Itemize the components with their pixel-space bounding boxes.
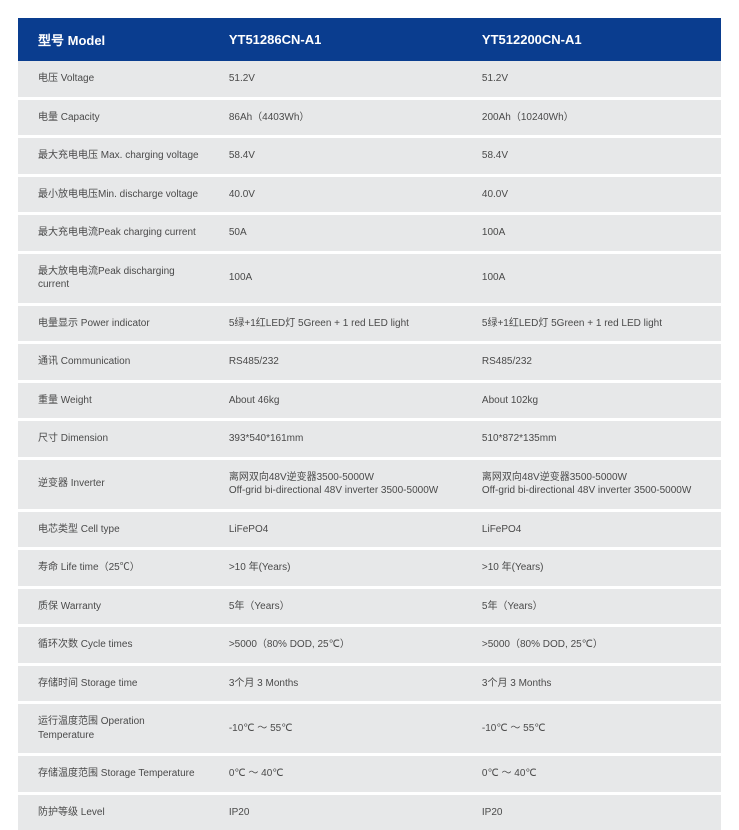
- table-row: 通讯 CommunicationRS485/232RS485/232: [18, 343, 721, 382]
- spec-value-cell: RS485/232: [215, 343, 468, 382]
- table-row: 尺寸 Dimension393*540*161mm510*872*135mm: [18, 420, 721, 459]
- spec-value-cell: 200Ah（10240Wh）: [468, 98, 721, 137]
- spec-value-cell: 58.4V: [468, 137, 721, 176]
- spec-value-cell: >10 年(Years): [215, 549, 468, 588]
- table-body: 电压 Voltage51.2V51.2V电量 Capacity86Ah（4403…: [18, 61, 721, 830]
- spec-label-cell: 最大充电电压 Max. charging voltage: [18, 137, 215, 176]
- spec-label-cell: 电量显示 Power indicator: [18, 304, 215, 343]
- spec-value-cell: 40.0V: [468, 175, 721, 214]
- table-header: 型号 Model YT51286CN-A1 YT512200CN-A1: [18, 18, 721, 61]
- spec-value-cell: 51.2V: [468, 61, 721, 98]
- spec-value-cell: 393*540*161mm: [215, 420, 468, 459]
- header-cell-product-1: YT51286CN-A1: [215, 18, 468, 61]
- spec-value-cell: LiFePO4: [468, 510, 721, 549]
- spec-label-cell: 最大充电电流Peak charging current: [18, 214, 215, 253]
- spec-value-cell: 100A: [215, 252, 468, 304]
- spec-label-cell: 尺寸 Dimension: [18, 420, 215, 459]
- spec-value-cell: >5000（80% DOD, 25℃）: [215, 626, 468, 665]
- spec-label-cell: 通讯 Communication: [18, 343, 215, 382]
- spec-value-cell: 51.2V: [215, 61, 468, 98]
- spec-label-cell: 防护等级 Level: [18, 793, 215, 830]
- table-row: 存储温度范围 Storage Temperature0℃ ～ 40℃0℃ ～ 4…: [18, 755, 721, 794]
- table-row: 电量显示 Power indicator5绿+1红LED灯 5Green + 1…: [18, 304, 721, 343]
- spec-value-cell: 5绿+1红LED灯 5Green + 1 red LED light: [215, 304, 468, 343]
- table-row: 最大放电电流Peak discharging current100A100A: [18, 252, 721, 304]
- spec-value-cell: 5年（Years）: [468, 587, 721, 626]
- spec-value-cell: 5绿+1红LED灯 5Green + 1 red LED light: [468, 304, 721, 343]
- spec-table: 型号 Model YT51286CN-A1 YT512200CN-A1 电压 V…: [18, 18, 721, 830]
- spec-value-cell: 0℃ ～ 40℃: [215, 755, 468, 794]
- spec-label-cell: 最小放电电压Min. discharge voltage: [18, 175, 215, 214]
- spec-value-cell: >5000（80% DOD, 25℃）: [468, 626, 721, 665]
- spec-value-cell: 100A: [468, 214, 721, 253]
- spec-label-cell: 存储温度范围 Storage Temperature: [18, 755, 215, 794]
- spec-value-cell: -10℃ ～ 55℃: [215, 703, 468, 755]
- table-row: 最大充电电压 Max. charging voltage58.4V58.4V: [18, 137, 721, 176]
- spec-label-cell: 电压 Voltage: [18, 61, 215, 98]
- table-row: 寿命 Life time（25℃）>10 年(Years)>10 年(Years…: [18, 549, 721, 588]
- spec-value-cell: 5年（Years）: [215, 587, 468, 626]
- spec-value-cell: 0℃ ～ 40℃: [468, 755, 721, 794]
- table-row: 运行温度范围 Operation Temperature-10℃ ～ 55℃-1…: [18, 703, 721, 755]
- spec-value-cell: 510*872*135mm: [468, 420, 721, 459]
- spec-value-cell: About 46kg: [215, 381, 468, 420]
- spec-value-cell: About 102kg: [468, 381, 721, 420]
- spec-value-cell: 100A: [468, 252, 721, 304]
- spec-label-cell: 重量 Weight: [18, 381, 215, 420]
- spec-label-cell: 运行温度范围 Operation Temperature: [18, 703, 215, 755]
- spec-value-cell: 58.4V: [215, 137, 468, 176]
- spec-label-cell: 逆变器 Inverter: [18, 458, 215, 510]
- table-row: 循环次数 Cycle times>5000（80% DOD, 25℃）>5000…: [18, 626, 721, 665]
- spec-value-cell: 离网双向48V逆变器3500-5000WOff-grid bi-directio…: [468, 458, 721, 510]
- spec-label-cell: 电芯类型 Cell type: [18, 510, 215, 549]
- spec-label-cell: 存储时间 Storage time: [18, 664, 215, 703]
- spec-label-cell: 质保 Warranty: [18, 587, 215, 626]
- spec-label-cell: 最大放电电流Peak discharging current: [18, 252, 215, 304]
- table-row: 逆变器 Inverter离网双向48V逆变器3500-5000WOff-grid…: [18, 458, 721, 510]
- header-row: 型号 Model YT51286CN-A1 YT512200CN-A1: [18, 18, 721, 61]
- header-cell-product-2: YT512200CN-A1: [468, 18, 721, 61]
- table-row: 存储时间 Storage time3个月 3 Months3个月 3 Month…: [18, 664, 721, 703]
- spec-value-cell: 50A: [215, 214, 468, 253]
- spec-value-cell: LiFePO4: [215, 510, 468, 549]
- spec-value-cell: RS485/232: [468, 343, 721, 382]
- table-row: 质保 Warranty5年（Years）5年（Years）: [18, 587, 721, 626]
- spec-value-cell: 40.0V: [215, 175, 468, 214]
- spec-value-cell: IP20: [215, 793, 468, 830]
- spec-value-cell: 3个月 3 Months: [468, 664, 721, 703]
- spec-label-cell: 电量 Capacity: [18, 98, 215, 137]
- table-row: 电压 Voltage51.2V51.2V: [18, 61, 721, 98]
- table-row: 最小放电电压Min. discharge voltage40.0V40.0V: [18, 175, 721, 214]
- spec-value-cell: >10 年(Years): [468, 549, 721, 588]
- spec-label-cell: 寿命 Life time（25℃）: [18, 549, 215, 588]
- header-cell-model: 型号 Model: [18, 18, 215, 61]
- spec-value-cell: -10℃ ～ 55℃: [468, 703, 721, 755]
- table-row: 电芯类型 Cell typeLiFePO4LiFePO4: [18, 510, 721, 549]
- spec-label-cell: 循环次数 Cycle times: [18, 626, 215, 665]
- table-row: 最大充电电流Peak charging current50A100A: [18, 214, 721, 253]
- table-row: 电量 Capacity86Ah（4403Wh）200Ah（10240Wh）: [18, 98, 721, 137]
- table-row: 防护等级 LevelIP20IP20: [18, 793, 721, 830]
- spec-value-cell: 86Ah（4403Wh）: [215, 98, 468, 137]
- spec-value-cell: IP20: [468, 793, 721, 830]
- spec-value-cell: 离网双向48V逆变器3500-5000WOff-grid bi-directio…: [215, 458, 468, 510]
- spec-value-cell: 3个月 3 Months: [215, 664, 468, 703]
- table-row: 重量 WeightAbout 46kgAbout 102kg: [18, 381, 721, 420]
